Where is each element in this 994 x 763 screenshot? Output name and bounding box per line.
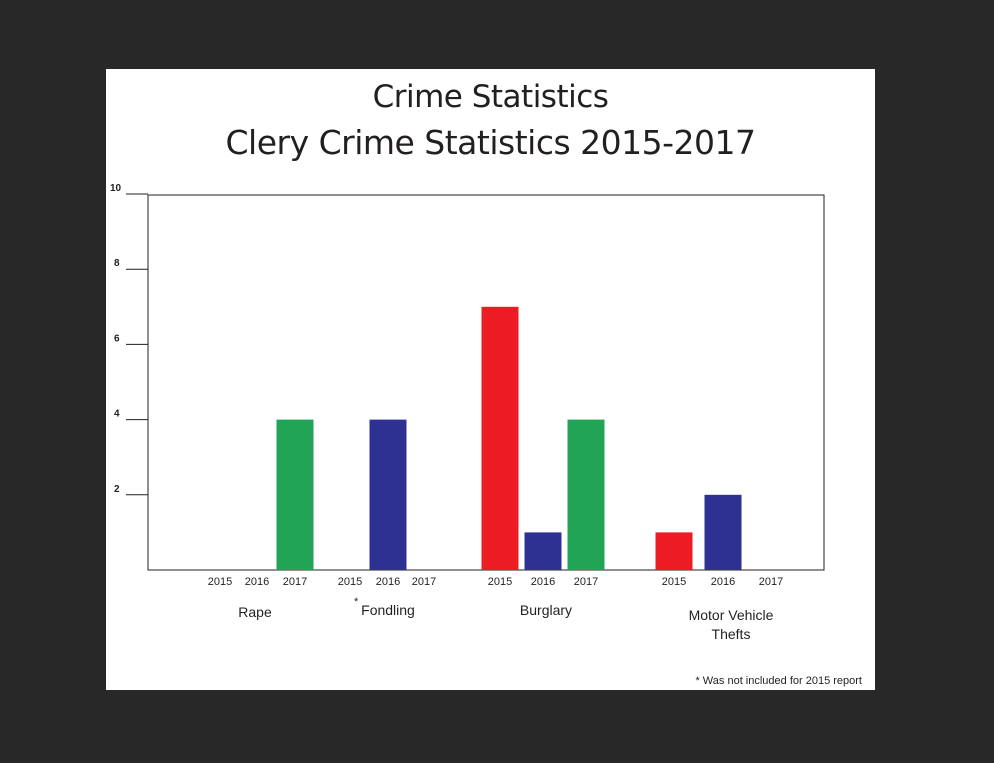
year-label: 2017 <box>283 576 307 588</box>
y-tick-label-2: 2 <box>114 484 120 495</box>
chart-subtitle: Clery Crime Statistics 2015-2017 <box>225 123 756 162</box>
year-label: 2015 <box>488 576 512 588</box>
bar-chart: 10 8 6 4 2 2015 2016 2017 Rape 2015 2016 2017 Fondli… <box>110 183 825 642</box>
year-label: 2015 <box>662 576 686 588</box>
year-label: 2015 <box>208 576 232 588</box>
year-label: 2017 <box>574 576 598 588</box>
year-label: 2016 <box>245 576 269 588</box>
year-label: 2016 <box>531 576 555 588</box>
bar-burglary-2015 <box>481 306 519 570</box>
y-tick-label-10: 10 <box>110 183 122 194</box>
category-marker: * <box>354 596 359 608</box>
year-label: 2017 <box>412 576 436 588</box>
year-label: 2015 <box>338 576 362 588</box>
chart-title: Crime Statistics <box>372 79 609 115</box>
year-label: 2017 <box>759 576 783 588</box>
year-label: 2016 <box>711 576 735 588</box>
footnote: * Was not included for 2015 report <box>695 675 862 687</box>
chart-panel: Crime Statistics Clery Crime Statistics … <box>106 69 875 690</box>
y-tick-label-6: 6 <box>114 333 120 344</box>
y-tick-label-8: 8 <box>114 258 120 269</box>
category-label: Fondling <box>361 602 415 618</box>
y-tick-label-4: 4 <box>114 409 120 420</box>
bar-motor-vehicle-thefts-2016 <box>704 494 742 570</box>
category-label: Motor Vehicle <box>689 607 774 623</box>
bar-burglary-2017 <box>567 419 605 570</box>
bar-fondling-2016 <box>369 419 407 570</box>
bar-motor-vehicle-thefts-2015 <box>655 532 693 570</box>
category-label: Burglary <box>520 602 572 618</box>
bar-rape-2017 <box>276 419 314 570</box>
category-label-line2: Thefts <box>712 626 751 642</box>
bar-burglary-2016 <box>524 532 562 570</box>
year-label: 2016 <box>376 576 400 588</box>
category-label: Rape <box>238 604 272 620</box>
